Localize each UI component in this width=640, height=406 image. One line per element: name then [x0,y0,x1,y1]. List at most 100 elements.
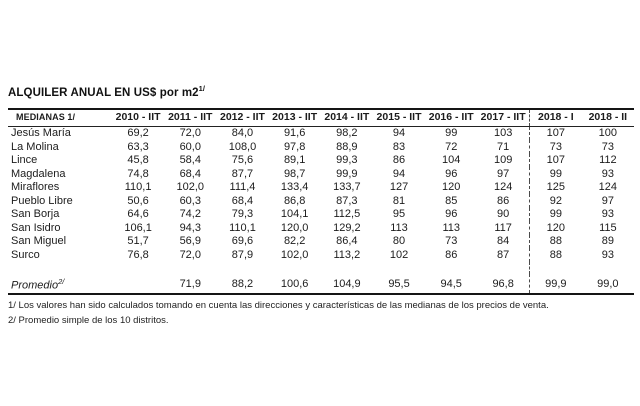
summary-value-cell: 71,9 [179,277,201,290]
value-cell: 107 [528,153,582,168]
district-label: Miraflores [11,181,60,194]
value-cell: 115 [599,221,617,234]
value-cell: 69,6 [231,235,254,248]
value-cell: 87,3 [336,194,358,207]
value-cell: 60,3 [179,194,201,207]
district-label: San Miguel [11,235,67,248]
spacer-cell [528,261,582,274]
value-cell: 127 [389,181,409,194]
value-cell: 87,9 [231,248,254,261]
table-body: Jesús María 69,2 72,0 84,0 91,6 98,2 94 99 103 10… [8,126,634,262]
value-cell: 133,7 [333,181,361,194]
table-row: Pueblo Libre 50,6 60,3 68,4 86,8 87,3 81 85 86 92… [8,194,634,208]
value-cell: 99 [528,167,582,181]
spacer-cell [582,262,634,274]
table-row: Magdalena 74,8 68,4 87,7 98,7 99,9 94 96 97 99 93 [8,167,634,181]
value-cell: 72,0 [179,127,201,140]
value-cell: 97 [601,194,614,207]
value-cell: 99 [528,207,582,222]
district-label: Lince [11,154,38,167]
value-cell: 86 [392,154,406,167]
value-cell: 100 [598,127,618,140]
summary-value-cell: 100,6 [280,277,309,290]
value-cell: 99,9 [336,167,358,180]
value-cell: 120,0 [280,221,309,234]
value-cell: 112,5 [333,208,361,221]
value-cell: 124 [493,181,513,194]
value-cell: 129,2 [333,221,361,234]
value-cell: 93 [601,167,614,180]
value-cell: 82,2 [283,235,306,248]
column-header: 2014 - IIT [324,111,370,124]
value-cell: 106,1 [124,221,152,234]
value-cell: 71 [497,140,510,153]
value-cell: 87,7 [231,167,254,180]
value-cell: 88 [528,248,582,262]
page-title: ALQUILER ANUAL EN US$ por m21/ [8,84,634,99]
table-header-row: MEDIANAS 1/ 2010 - IIT 2011 - IIT 2012 - I… [8,108,634,127]
value-cell: 50,6 [127,194,149,207]
spacer-cell [321,262,373,274]
column-header: 2017 - IIT [480,111,526,124]
summary-value-cell: 95,5 [388,277,410,290]
spacer-cell [269,262,321,274]
value-cell: 108,0 [228,140,257,153]
spacer-cell [112,262,164,274]
table-row: Surco 76,8 72,0 87,9 102,0 113,2 102 86 87 88 93 [8,248,634,262]
column-header: 2016 - IIT [428,111,474,124]
value-cell: 74,2 [179,208,201,221]
value-cell: 94,3 [179,221,201,234]
value-cell: 86,4 [336,235,358,248]
value-cell: 99,3 [336,154,358,167]
summary-label-text: Promedio [11,279,59,292]
value-cell: 68,4 [179,167,201,180]
value-cell: 125 [528,180,582,195]
value-cell: 76,8 [127,248,149,261]
summary-label: Promedio2/ [8,274,112,295]
rental-table-figure: ALQUILER ANUAL EN US$ por m21/ MEDIANAS … [8,84,634,328]
value-cell: 94 [392,127,406,140]
value-cell: 94 [392,167,406,180]
value-cell: 56,9 [179,235,201,248]
table-row: Lince 45,8 58,4 75,6 89,1 99,3 86 104 109 107 112 [8,153,634,168]
spacer-cell [373,262,425,274]
value-cell: 79,3 [231,208,254,221]
value-cell: 87 [497,248,510,261]
row-header-label: MEDIANAS 1/ [16,112,76,123]
summary-value-cell: 88,2 [231,277,254,290]
value-cell: 75,6 [231,154,254,167]
value-cell: 103 [493,127,513,140]
table-row: Miraflores 110,1 102,0 111,4 133,4 133,7 127 12… [8,180,634,195]
value-cell: 86 [497,194,510,207]
value-cell: 63,3 [127,140,149,153]
value-cell: 60,0 [179,140,201,153]
value-cell: 102,0 [280,248,309,261]
table-row: Jesús María 69,2 72,0 84,0 91,6 98,2 94 99 103 10… [8,126,634,141]
table-row: San Miguel 51,7 56,9 69,6 82,2 86,4 80 73 84 88 89 [8,234,634,249]
data-table: MEDIANAS 1/ 2010 - IIT 2011 - IIT 2012 - I… [8,107,634,296]
summary-value-cell: 96,8 [492,277,514,290]
column-header: 2011 - IIT [168,111,213,124]
district-label: Pueblo Libre [11,194,73,207]
spacer-cell [425,262,477,274]
value-cell: 104,1 [280,208,309,221]
value-cell: 113 [442,221,460,234]
title-superscript: 1/ [198,84,206,93]
value-cell: 91,6 [283,127,306,140]
value-cell: 102,0 [176,181,205,194]
value-cell: 85 [445,194,458,207]
value-cell: 89,1 [283,154,306,167]
value-cell: 111,4 [229,181,256,194]
value-cell: 104 [442,154,461,167]
district-label: Surco [11,248,40,261]
value-cell: 124 [598,181,618,194]
value-cell: 133,4 [280,181,309,194]
table-row: San Isidro 106,1 94,3 110,1 120,0 129,2 113 113… [8,221,634,235]
value-cell: 120 [442,181,461,194]
summary-value-cell: 94,5 [440,277,462,290]
value-cell: 113 [390,221,408,234]
value-cell: 88 [528,234,582,249]
column-header: 2015 - IIT [376,111,422,124]
column-header: 2018 - I [528,108,582,127]
summary-value-cell: 99,9 [528,273,582,295]
